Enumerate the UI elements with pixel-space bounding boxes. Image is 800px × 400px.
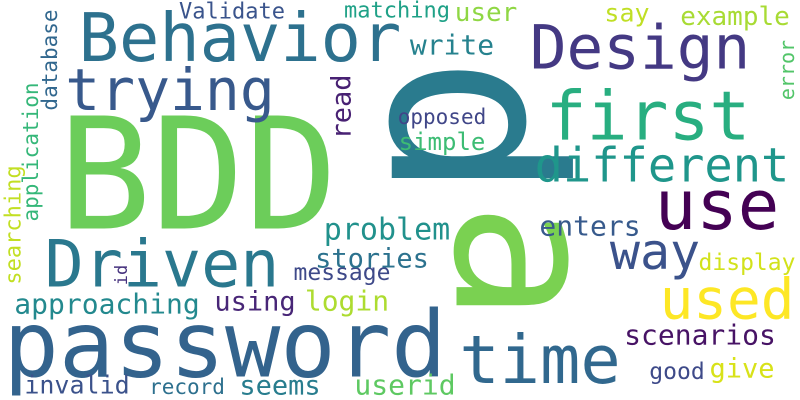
- word: using: [214, 287, 295, 318]
- word: p: [300, 56, 580, 201]
- word: approaching: [14, 288, 199, 321]
- word: Design: [530, 13, 750, 84]
- word: write: [410, 29, 494, 62]
- word: Driven: [45, 228, 280, 303]
- word: first: [546, 78, 751, 157]
- word: application: [19, 82, 43, 221]
- word: give: [709, 354, 774, 385]
- word: seems: [239, 371, 320, 400]
- word: problem: [324, 213, 450, 248]
- word: read: [327, 74, 358, 139]
- word: matching: [344, 0, 450, 24]
- word: used: [660, 268, 795, 333]
- word: stories: [315, 244, 429, 275]
- word: a: [409, 202, 642, 322]
- word: database: [38, 9, 62, 110]
- word: opposed: [398, 105, 487, 129]
- word: scenarios: [624, 319, 776, 352]
- word: invalid: [24, 371, 129, 400]
- word: say: [604, 0, 649, 28]
- word: password: [3, 292, 446, 399]
- word: userid: [354, 369, 455, 400]
- word: user: [455, 0, 518, 28]
- word: Behavior: [79, 0, 402, 77]
- word: Validate: [179, 0, 285, 25]
- word: id: [112, 265, 132, 285]
- word: searching: [2, 165, 27, 284]
- word: time: [459, 321, 620, 399]
- word: example: [680, 2, 790, 32]
- word: way: [610, 223, 700, 281]
- word: message: [294, 260, 391, 286]
- word: display: [699, 250, 796, 276]
- word: login: [305, 285, 389, 318]
- word: BDD: [58, 85, 338, 266]
- word: enters: [539, 210, 640, 243]
- word: record: [149, 375, 225, 399]
- word: error: [775, 40, 799, 100]
- word: use: [655, 166, 780, 246]
- word: good: [649, 359, 704, 385]
- word: trying: [65, 56, 275, 124]
- word: different: [535, 139, 790, 194]
- word: simple: [399, 128, 486, 156]
